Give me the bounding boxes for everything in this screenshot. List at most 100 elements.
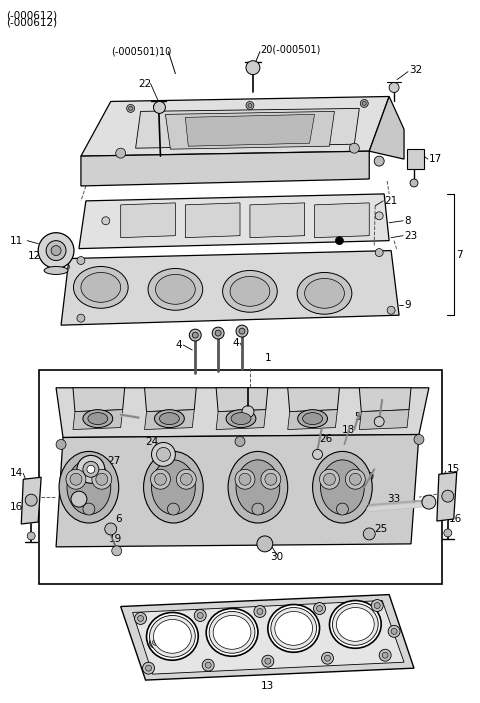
Polygon shape <box>73 388 125 412</box>
Ellipse shape <box>223 271 277 312</box>
Text: 31: 31 <box>101 403 114 413</box>
Circle shape <box>221 213 229 221</box>
Text: 13: 13 <box>261 681 275 691</box>
Ellipse shape <box>81 273 120 302</box>
Circle shape <box>153 639 158 645</box>
Circle shape <box>235 437 245 446</box>
Ellipse shape <box>159 413 180 425</box>
Circle shape <box>105 523 117 535</box>
Text: 28: 28 <box>387 391 400 401</box>
Circle shape <box>152 442 175 466</box>
Circle shape <box>205 662 211 668</box>
Circle shape <box>27 532 35 540</box>
Circle shape <box>374 156 384 166</box>
Circle shape <box>336 503 348 515</box>
Circle shape <box>261 470 281 489</box>
Ellipse shape <box>333 604 378 645</box>
Polygon shape <box>61 250 399 325</box>
Circle shape <box>388 626 400 638</box>
Text: 30: 30 <box>270 552 283 562</box>
Ellipse shape <box>152 460 195 515</box>
Circle shape <box>150 636 161 648</box>
Text: 24: 24 <box>145 437 159 448</box>
Text: 16: 16 <box>9 502 23 512</box>
Ellipse shape <box>156 274 195 304</box>
Circle shape <box>25 494 37 506</box>
Ellipse shape <box>67 470 95 489</box>
Ellipse shape <box>305 278 344 308</box>
Ellipse shape <box>236 460 280 515</box>
Text: 25: 25 <box>374 524 387 534</box>
Polygon shape <box>21 477 41 524</box>
Circle shape <box>202 659 214 671</box>
Text: 1: 1 <box>265 353 272 363</box>
Ellipse shape <box>321 470 348 489</box>
Circle shape <box>360 99 368 108</box>
Ellipse shape <box>155 410 184 427</box>
Text: 33: 33 <box>387 494 400 504</box>
Ellipse shape <box>297 273 352 314</box>
Polygon shape <box>120 203 175 238</box>
Polygon shape <box>288 410 337 430</box>
Circle shape <box>127 105 134 112</box>
Circle shape <box>281 211 288 219</box>
Circle shape <box>312 449 323 459</box>
Text: 2: 2 <box>61 492 68 502</box>
Circle shape <box>96 473 108 485</box>
Text: 19: 19 <box>109 534 122 544</box>
Circle shape <box>38 233 74 269</box>
Ellipse shape <box>275 612 312 645</box>
Polygon shape <box>369 96 404 159</box>
Text: (-000612): (-000612) <box>6 11 58 21</box>
Ellipse shape <box>228 451 288 523</box>
Ellipse shape <box>144 451 203 523</box>
Text: 14: 14 <box>9 468 23 478</box>
Circle shape <box>379 650 391 662</box>
Circle shape <box>239 473 251 485</box>
Polygon shape <box>73 410 123 430</box>
Ellipse shape <box>148 269 203 310</box>
Circle shape <box>444 529 452 537</box>
Circle shape <box>257 536 273 552</box>
Circle shape <box>92 470 112 489</box>
Circle shape <box>66 470 86 489</box>
Circle shape <box>46 240 66 261</box>
Circle shape <box>56 439 66 449</box>
Circle shape <box>192 332 198 338</box>
Ellipse shape <box>226 410 256 427</box>
Circle shape <box>265 658 271 664</box>
Polygon shape <box>250 203 305 238</box>
Text: 4: 4 <box>232 338 239 348</box>
Ellipse shape <box>321 460 364 515</box>
Circle shape <box>410 179 418 187</box>
Circle shape <box>242 406 254 418</box>
Text: 21: 21 <box>384 196 397 206</box>
Circle shape <box>349 473 361 485</box>
Ellipse shape <box>59 451 119 523</box>
Ellipse shape <box>44 266 68 274</box>
Text: 29: 29 <box>361 472 374 482</box>
Circle shape <box>391 628 397 634</box>
Circle shape <box>340 209 348 217</box>
Circle shape <box>87 465 95 473</box>
Ellipse shape <box>230 276 270 307</box>
Ellipse shape <box>268 605 320 652</box>
Ellipse shape <box>231 413 251 425</box>
Circle shape <box>83 503 95 515</box>
Text: 32: 32 <box>409 65 422 75</box>
Circle shape <box>422 495 436 509</box>
Polygon shape <box>314 203 369 238</box>
Ellipse shape <box>302 413 323 425</box>
Text: (-000612): (-000612) <box>6 18 58 28</box>
Polygon shape <box>437 472 457 521</box>
Circle shape <box>51 245 61 256</box>
Circle shape <box>143 662 155 674</box>
Circle shape <box>77 456 105 483</box>
Ellipse shape <box>220 112 280 134</box>
Circle shape <box>194 610 206 621</box>
Circle shape <box>134 612 146 624</box>
Text: 17: 17 <box>429 154 442 164</box>
Text: 15: 15 <box>447 464 460 475</box>
Polygon shape <box>166 111 335 149</box>
Text: 16: 16 <box>449 514 462 524</box>
